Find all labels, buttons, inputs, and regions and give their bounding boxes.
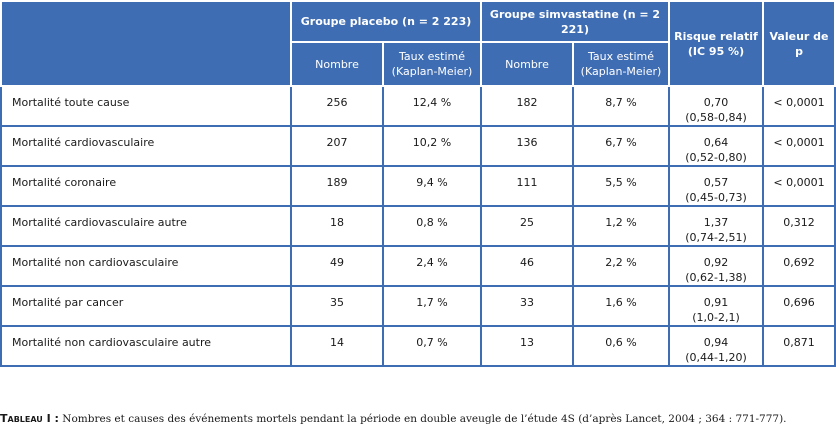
row-label: Mortalité cardiovasculaire	[0, 125, 292, 167]
relative-risk: 0,70 (0,58-0,84)	[668, 85, 764, 127]
row-label: Mortalité cardiovasculaire autre	[0, 205, 292, 247]
simvastatin-rate: 5,5 %	[572, 165, 670, 207]
row-label: Mortalité non cardiovasculaire autre	[0, 325, 292, 367]
p-value: 0,696	[762, 285, 836, 327]
rr-ci: (0,52-0,80)	[685, 151, 747, 164]
p-value: < 0,0001	[762, 165, 836, 207]
rr-value: 0,57	[703, 176, 729, 189]
simvastatin-rate: 1,6 %	[572, 285, 670, 327]
relative-risk: 0,91 (1,0-2,1)	[668, 285, 764, 327]
header-simvastatin-group: Groupe simvastatine (n = 2 221)	[480, 0, 670, 43]
header-placebo-rate: Taux estimé (Kaplan-Meier)	[382, 41, 482, 87]
simvastatin-count: 33	[480, 285, 574, 327]
row-label: Mortalité toute cause	[0, 85, 292, 127]
header-rate-line2: (Kaplan-Meier)	[391, 65, 473, 78]
relative-risk: 0,57 (0,45-0,73)	[668, 165, 764, 207]
p-value: < 0,0001	[762, 85, 836, 127]
relative-risk: 0,64 (0,52-0,80)	[668, 125, 764, 167]
rr-ci: (0,58-0,84)	[685, 111, 747, 124]
header-p-value: Valeur de p	[762, 0, 836, 87]
header-simvastatin-count: Nombre	[480, 41, 574, 87]
placebo-count: 18	[290, 205, 384, 247]
table-row: Mortalité par cancer 35 1,7 % 33 1,6 % 0…	[0, 285, 836, 327]
relative-risk: 1,37 (0,74-2,51)	[668, 205, 764, 247]
p-value: 0,312	[762, 205, 836, 247]
table-row: Mortalité cardiovasculaire autre 18 0,8 …	[0, 205, 836, 247]
table-row: Mortalité coronaire 189 9,4 % 111 5,5 % …	[0, 165, 836, 207]
placebo-rate: 10,2 %	[382, 125, 482, 167]
rr-value: 0,94	[703, 336, 729, 349]
row-label: Mortalité coronaire	[0, 165, 292, 207]
p-value: < 0,0001	[762, 125, 836, 167]
rr-ci: (0,44-1,20)	[685, 351, 747, 364]
row-label: Mortalité non cardiovasculaire	[0, 245, 292, 287]
simvastatin-rate: 0,6 %	[572, 325, 670, 367]
table-caption: Tableau I : Nombres et causes des événem…	[0, 412, 834, 425]
placebo-count: 35	[290, 285, 384, 327]
table-row: Mortalité non cardiovasculaire 49 2,4 % …	[0, 245, 836, 287]
rr-value: 0,70	[703, 96, 729, 109]
placebo-count: 14	[290, 325, 384, 367]
placebo-rate: 0,7 %	[382, 325, 482, 367]
relative-risk: 0,94 (0,44-1,20)	[668, 325, 764, 367]
placebo-rate: 0,8 %	[382, 205, 482, 247]
header-relative-risk: Risque relatif (IC 95 %)	[668, 0, 764, 87]
caption-tag: Tableau I :	[0, 412, 59, 425]
header-rate-line1: Taux estimé	[588, 50, 654, 63]
simvastatin-rate: 6,7 %	[572, 125, 670, 167]
placebo-count: 256	[290, 85, 384, 127]
simvastatin-count: 13	[480, 325, 574, 367]
simvastatin-count: 182	[480, 85, 574, 127]
mortality-table: Groupe placebo (n = 2 223) Groupe simvas…	[0, 0, 836, 367]
header-rate-line1: Taux estimé	[399, 50, 465, 63]
header-placebo-count: Nombre	[290, 41, 384, 87]
placebo-rate: 2,4 %	[382, 245, 482, 287]
rr-ci: (0,74-2,51)	[685, 231, 747, 244]
simvastatin-count: 46	[480, 245, 574, 287]
placebo-count: 49	[290, 245, 384, 287]
simvastatin-rate: 8,7 %	[572, 85, 670, 127]
rr-value: 0,92	[703, 256, 729, 269]
caption-text: Nombres et causes des événements mortels…	[58, 413, 787, 425]
p-value: 0,692	[762, 245, 836, 287]
table-row: Mortalité cardiovasculaire 207 10,2 % 13…	[0, 125, 836, 167]
rr-value: 0,64	[703, 136, 729, 149]
rr-ci: (1,0-2,1)	[692, 311, 740, 324]
header-blank-cell	[0, 0, 292, 87]
header-placebo-group: Groupe placebo (n = 2 223)	[290, 0, 482, 43]
rr-ci: (0,45-0,73)	[685, 191, 747, 204]
table-row: Mortalité toute cause 256 12,4 % 182 8,7…	[0, 85, 836, 127]
simvastatin-count: 25	[480, 205, 574, 247]
simvastatin-rate: 1,2 %	[572, 205, 670, 247]
table-header: Groupe placebo (n = 2 223) Groupe simvas…	[0, 0, 836, 87]
rr-value: 0,91	[703, 296, 729, 309]
placebo-count: 207	[290, 125, 384, 167]
placebo-rate: 12,4 %	[382, 85, 482, 127]
placebo-rate: 9,4 %	[382, 165, 482, 207]
row-label: Mortalité par cancer	[0, 285, 292, 327]
simvastatin-rate: 2,2 %	[572, 245, 670, 287]
rr-value: 1,37	[703, 216, 729, 229]
p-value: 0,871	[762, 325, 836, 367]
relative-risk: 0,92 (0,62-1,38)	[668, 245, 764, 287]
simvastatin-count: 136	[480, 125, 574, 167]
simvastatin-count: 111	[480, 165, 574, 207]
rr-ci: (0,62-1,38)	[685, 271, 747, 284]
table-body: Mortalité toute cause 256 12,4 % 182 8,7…	[0, 85, 836, 367]
header-rate-line2: (Kaplan-Meier)	[580, 65, 662, 78]
table-row: Mortalité non cardiovasculaire autre 14 …	[0, 325, 836, 367]
header-simvastatin-rate: Taux estimé (Kaplan-Meier)	[572, 41, 670, 87]
placebo-rate: 1,7 %	[382, 285, 482, 327]
placebo-count: 189	[290, 165, 384, 207]
